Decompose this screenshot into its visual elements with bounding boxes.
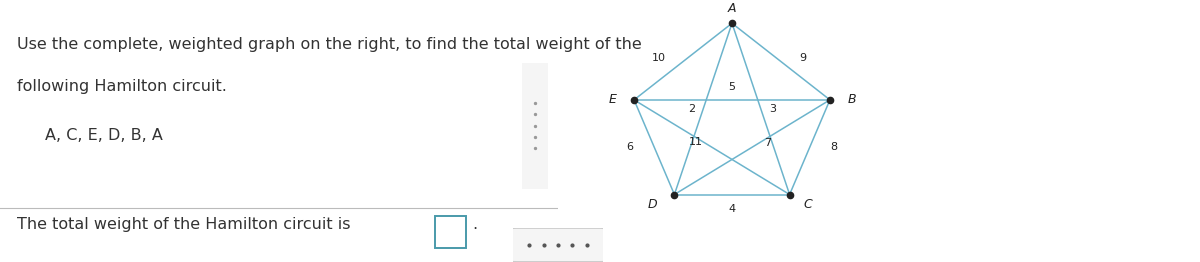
Text: .: . [473,217,478,232]
Text: A, C, E, D, B, A: A, C, E, D, B, A [44,128,162,143]
Text: E: E [608,93,617,106]
Text: 10: 10 [652,53,666,63]
Text: 3: 3 [769,104,776,114]
Text: B: B [847,93,856,106]
Text: The total weight of the Hamilton circuit is: The total weight of the Hamilton circuit… [17,217,350,232]
Text: C: C [804,198,812,211]
Text: Use the complete, weighted graph on the right, to find the total weight of the: Use the complete, weighted graph on the … [17,37,642,52]
Text: D: D [648,198,658,211]
Text: 4: 4 [728,204,736,214]
FancyBboxPatch shape [509,228,607,262]
Text: 7: 7 [764,138,772,148]
Text: 6: 6 [626,142,634,152]
FancyBboxPatch shape [520,50,551,201]
Text: 2: 2 [688,104,695,114]
Text: 5: 5 [728,83,736,92]
Text: following Hamilton circuit.: following Hamilton circuit. [17,79,227,94]
FancyBboxPatch shape [436,216,466,248]
Text: A: A [727,2,737,15]
Text: 8: 8 [830,142,838,152]
Text: 11: 11 [689,137,703,146]
Text: 9: 9 [799,53,806,63]
